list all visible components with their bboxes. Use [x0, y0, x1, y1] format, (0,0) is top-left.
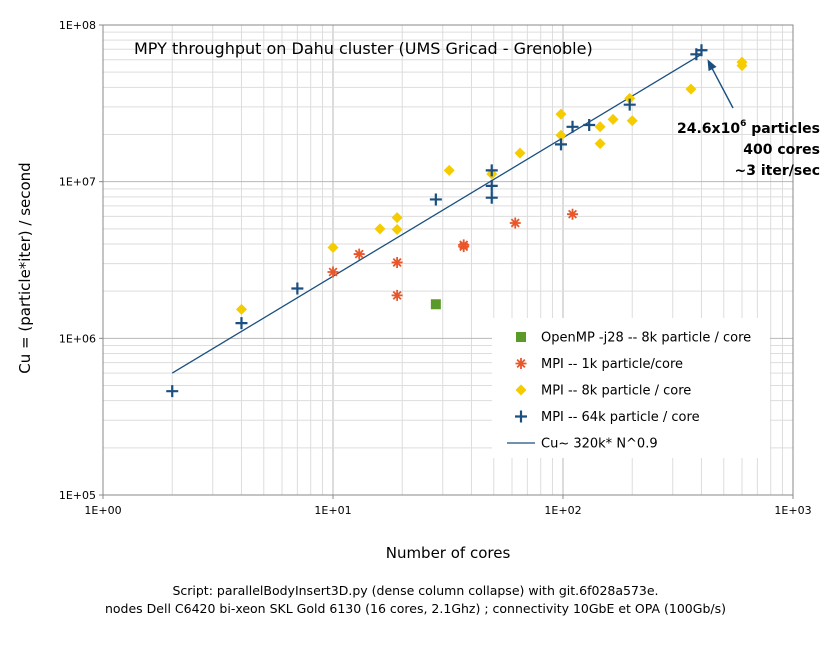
data-points [166, 44, 748, 398]
data-point-star [458, 239, 470, 251]
data-point-star [391, 256, 403, 268]
y-tick-label: 1E+07 [59, 176, 96, 189]
data-point-plus [485, 179, 498, 192]
data-point-plus [623, 98, 636, 111]
y-tick-labels: 1E+05 1E+06 1E+07 1E+08 [59, 19, 103, 502]
chart-svg: 1E+00 1E+01 1E+02 1E+03 1E+051E+061E+071E+0… [16, 19, 820, 562]
data-point-diamond [514, 147, 526, 159]
data-point-diamond [555, 129, 567, 141]
legend-swatch-star [515, 358, 527, 369]
legend: OpenMP -j28 -- 8k particle / core MPI -- … [492, 318, 770, 458]
x-tick-label: 1E+01 [314, 504, 351, 517]
data-point-diamond [374, 223, 386, 235]
data-point-plus [554, 138, 567, 151]
annotation-arrow-shaft [709, 64, 734, 109]
legend-label: Cu~ 320k* N^0.9 [541, 437, 658, 452]
data-point-diamond [391, 224, 403, 236]
data-point-diamond [624, 92, 636, 104]
data-point-diamond [327, 242, 339, 254]
annotation: 24.6x106 particles 400 cores ~3 iter/sec [677, 59, 820, 179]
data-point-plus [291, 282, 304, 295]
annotation-exponent: 6 [740, 119, 746, 129]
chart-title: MPY throughput on Dahu cluster (UMS Gric… [134, 39, 593, 58]
data-point-star [509, 217, 521, 229]
legend-label: MPI -- 1k particle/core [541, 357, 683, 372]
data-point-plus [566, 120, 579, 133]
y-tick-label: 1E+06 [59, 332, 96, 345]
data-point-diamond [626, 115, 638, 127]
annotation-mantissa: 24.6x10 [677, 121, 740, 137]
data-point-diamond [594, 121, 606, 133]
data-point-diamond [607, 113, 619, 125]
data-point-diamond [555, 108, 567, 120]
annotation-line-3: ~3 iter/sec [735, 163, 820, 179]
legend-swatch-plus [515, 410, 527, 423]
data-point-plus [235, 317, 248, 330]
legend-swatch-diamond [515, 384, 527, 396]
data-point-diamond [235, 303, 247, 315]
legend-swatch-square [516, 332, 526, 342]
legend-label: OpenMP -j28 -- 8k particle / core [541, 331, 751, 346]
data-point-star [327, 266, 339, 278]
legend-label: MPI -- 64k particle / core [541, 410, 700, 425]
data-point-plus [485, 191, 498, 204]
data-point-plus [485, 164, 498, 177]
annotation-arrow-head [707, 59, 717, 72]
data-point-plus [166, 385, 179, 398]
fit-line-group [171, 53, 702, 374]
annotation-line-1: 24.6x106 particles [677, 119, 820, 137]
data-point-plus [429, 193, 442, 206]
x-tick-label: 1E+02 [544, 504, 581, 517]
data-point-star [391, 289, 403, 301]
fit-line [171, 53, 702, 374]
x-tick-labels: 1E+00 1E+01 1E+02 1E+03 [84, 495, 812, 517]
data-point-diamond [391, 212, 403, 224]
data-point-star [567, 208, 579, 220]
plot-frame [102, 24, 794, 496]
data-point-star [353, 248, 365, 260]
x-tick-label: 1E+03 [774, 504, 811, 517]
footnote-line-2: nodes Dell C6420 bi-xeon SKL Gold 6130 (… [104, 601, 726, 616]
data-point-square [430, 299, 441, 310]
legend-label: MPI -- 8k particle / core [541, 384, 691, 399]
legend-box [492, 318, 770, 458]
data-point-diamond [443, 164, 455, 176]
annotation-line-2: 400 cores [743, 142, 820, 158]
x-tick-label: 1E+00 [84, 504, 121, 517]
y-tick-label: 1E+05 [59, 489, 96, 502]
y-tick-label: 1E+08 [59, 19, 96, 32]
data-point-plus [583, 118, 596, 131]
data-point-diamond [594, 138, 606, 150]
data-point-plus [695, 44, 708, 57]
x-axis-label: Number of cores [386, 544, 511, 562]
data-point-diamond [685, 83, 697, 95]
y-axis-label: Cu = (particle*iter) / second [16, 162, 34, 373]
annotation-suffix: particles [746, 121, 820, 137]
footnote-line-1: Script: parallelBodyInsert3D.py (dense c… [172, 583, 659, 598]
data-point-diamond [736, 56, 748, 68]
